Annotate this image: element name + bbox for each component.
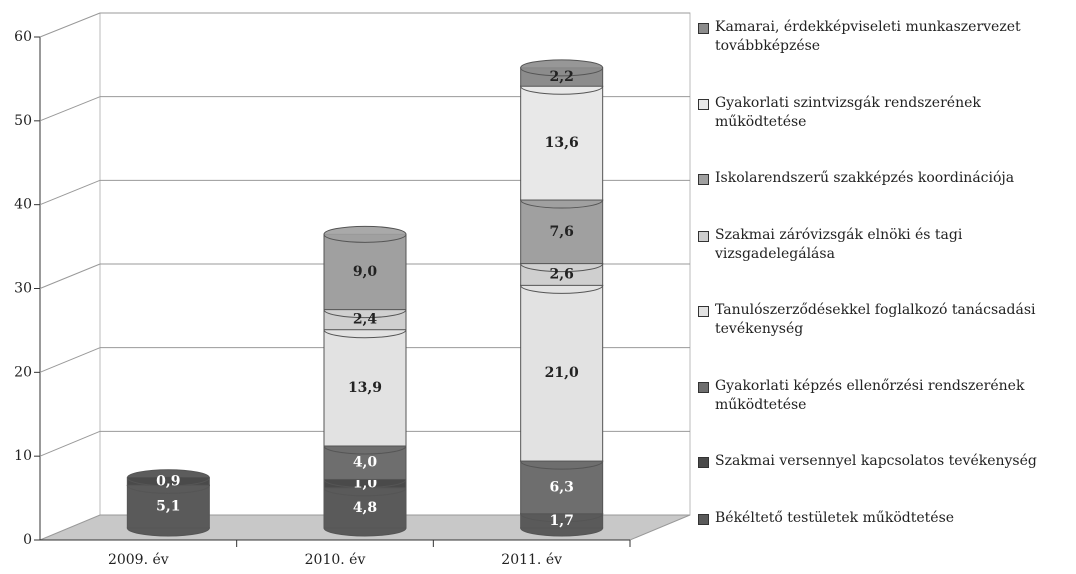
bar [520,460,604,515]
legend-swatch [698,174,709,186]
bar [520,199,604,265]
legend-item: Iskolarendszerű szakképzés koordinációja [698,169,1068,188]
legend-item: Szakmai versennyel kapcsolatos tevékenys… [698,452,1068,471]
bar [323,329,407,447]
grid-line [39,430,101,457]
x-tick-label: 2011. év [501,552,562,568]
data-label: 7,6 [549,224,573,240]
bar [323,233,407,311]
legend-swatch [698,381,709,393]
legend-label: Szakmai záróvizsgák elnöki és tagi vizsg… [715,226,963,262]
data-label: 21,0 [545,365,579,381]
cylinder-top [520,59,604,77]
x-tick-label: 2010. év [305,552,366,568]
legend-label: Iskolarendszerű szakképzés koordinációja [715,170,1015,187]
cylinder-top [126,469,210,487]
y-tick-label: 50 [14,113,32,129]
legend-item: Kamarai, érdekképviseleti munkaszervezet… [698,18,1068,56]
data-label: 4,8 [353,500,377,516]
data-label: 13,9 [348,380,382,396]
data-label: 4,0 [353,455,378,471]
grid-line [39,347,101,373]
bar [520,85,604,201]
legend-label: Szakmai versennyel kapcsolatos tevékenys… [715,453,1037,470]
cylinder-top [323,225,407,243]
legend-label: Gyakorlati képzés ellenőrzési rendszerén… [715,377,1025,413]
data-label: 1,7 [549,513,573,529]
y-tick-label: 60 [14,29,32,45]
y-tick-label: 10 [14,448,32,464]
y-tick-label: 30 [14,281,32,297]
legend-item: Gyakorlati szintvizsgák rendszerének műk… [698,94,1068,132]
data-label: 0,9 [156,474,180,490]
legend-label: Békéltető testületek működtetése [715,509,955,526]
data-label: 5,1 [156,499,180,515]
legend-swatch [698,230,709,242]
grid-line [39,12,101,38]
data-label: 13,6 [545,135,579,151]
y-tick-label: 40 [14,197,32,213]
x-tick-label: 2009. év [108,552,169,568]
legend-item: Tanulószerződésekkel foglalkozó tanácsad… [698,301,1068,339]
data-label: 2,2 [549,69,573,85]
legend-label: Tanulószerződésekkel foglalkozó tanácsad… [715,302,1036,338]
data-label: 2,4 [353,312,378,328]
data-label: 6,3 [549,479,573,495]
legend-label: Gyakorlati szintvizsgák rendszerének műk… [715,94,981,130]
legend-item: Szakmai záróvizsgák elnöki és tagi vizsg… [698,226,1068,264]
legend-swatch [698,306,709,318]
legend-swatch [698,513,709,525]
legend: Kamarai, érdekképviseleti munkaszervezet… [698,18,1068,528]
grid-line [39,96,101,122]
data-label: 9,0 [353,264,378,280]
data-label: 2,6 [549,266,573,282]
y-tick-label: 0 [23,532,32,548]
grid-line [39,179,101,206]
legend-item: Békéltető testületek működtetése [698,509,1068,528]
legend-label: Kamarai, érdekképviseleti munkaszervezet… [715,19,1021,54]
legend-swatch [698,98,709,110]
bar [520,284,604,462]
y-tick-label: 20 [14,364,32,380]
legend-swatch [698,457,709,469]
legend-swatch [698,23,709,34]
legend-item: Gyakorlati képzés ellenőrzési rendszerén… [698,377,1068,415]
grid-line [39,263,101,289]
